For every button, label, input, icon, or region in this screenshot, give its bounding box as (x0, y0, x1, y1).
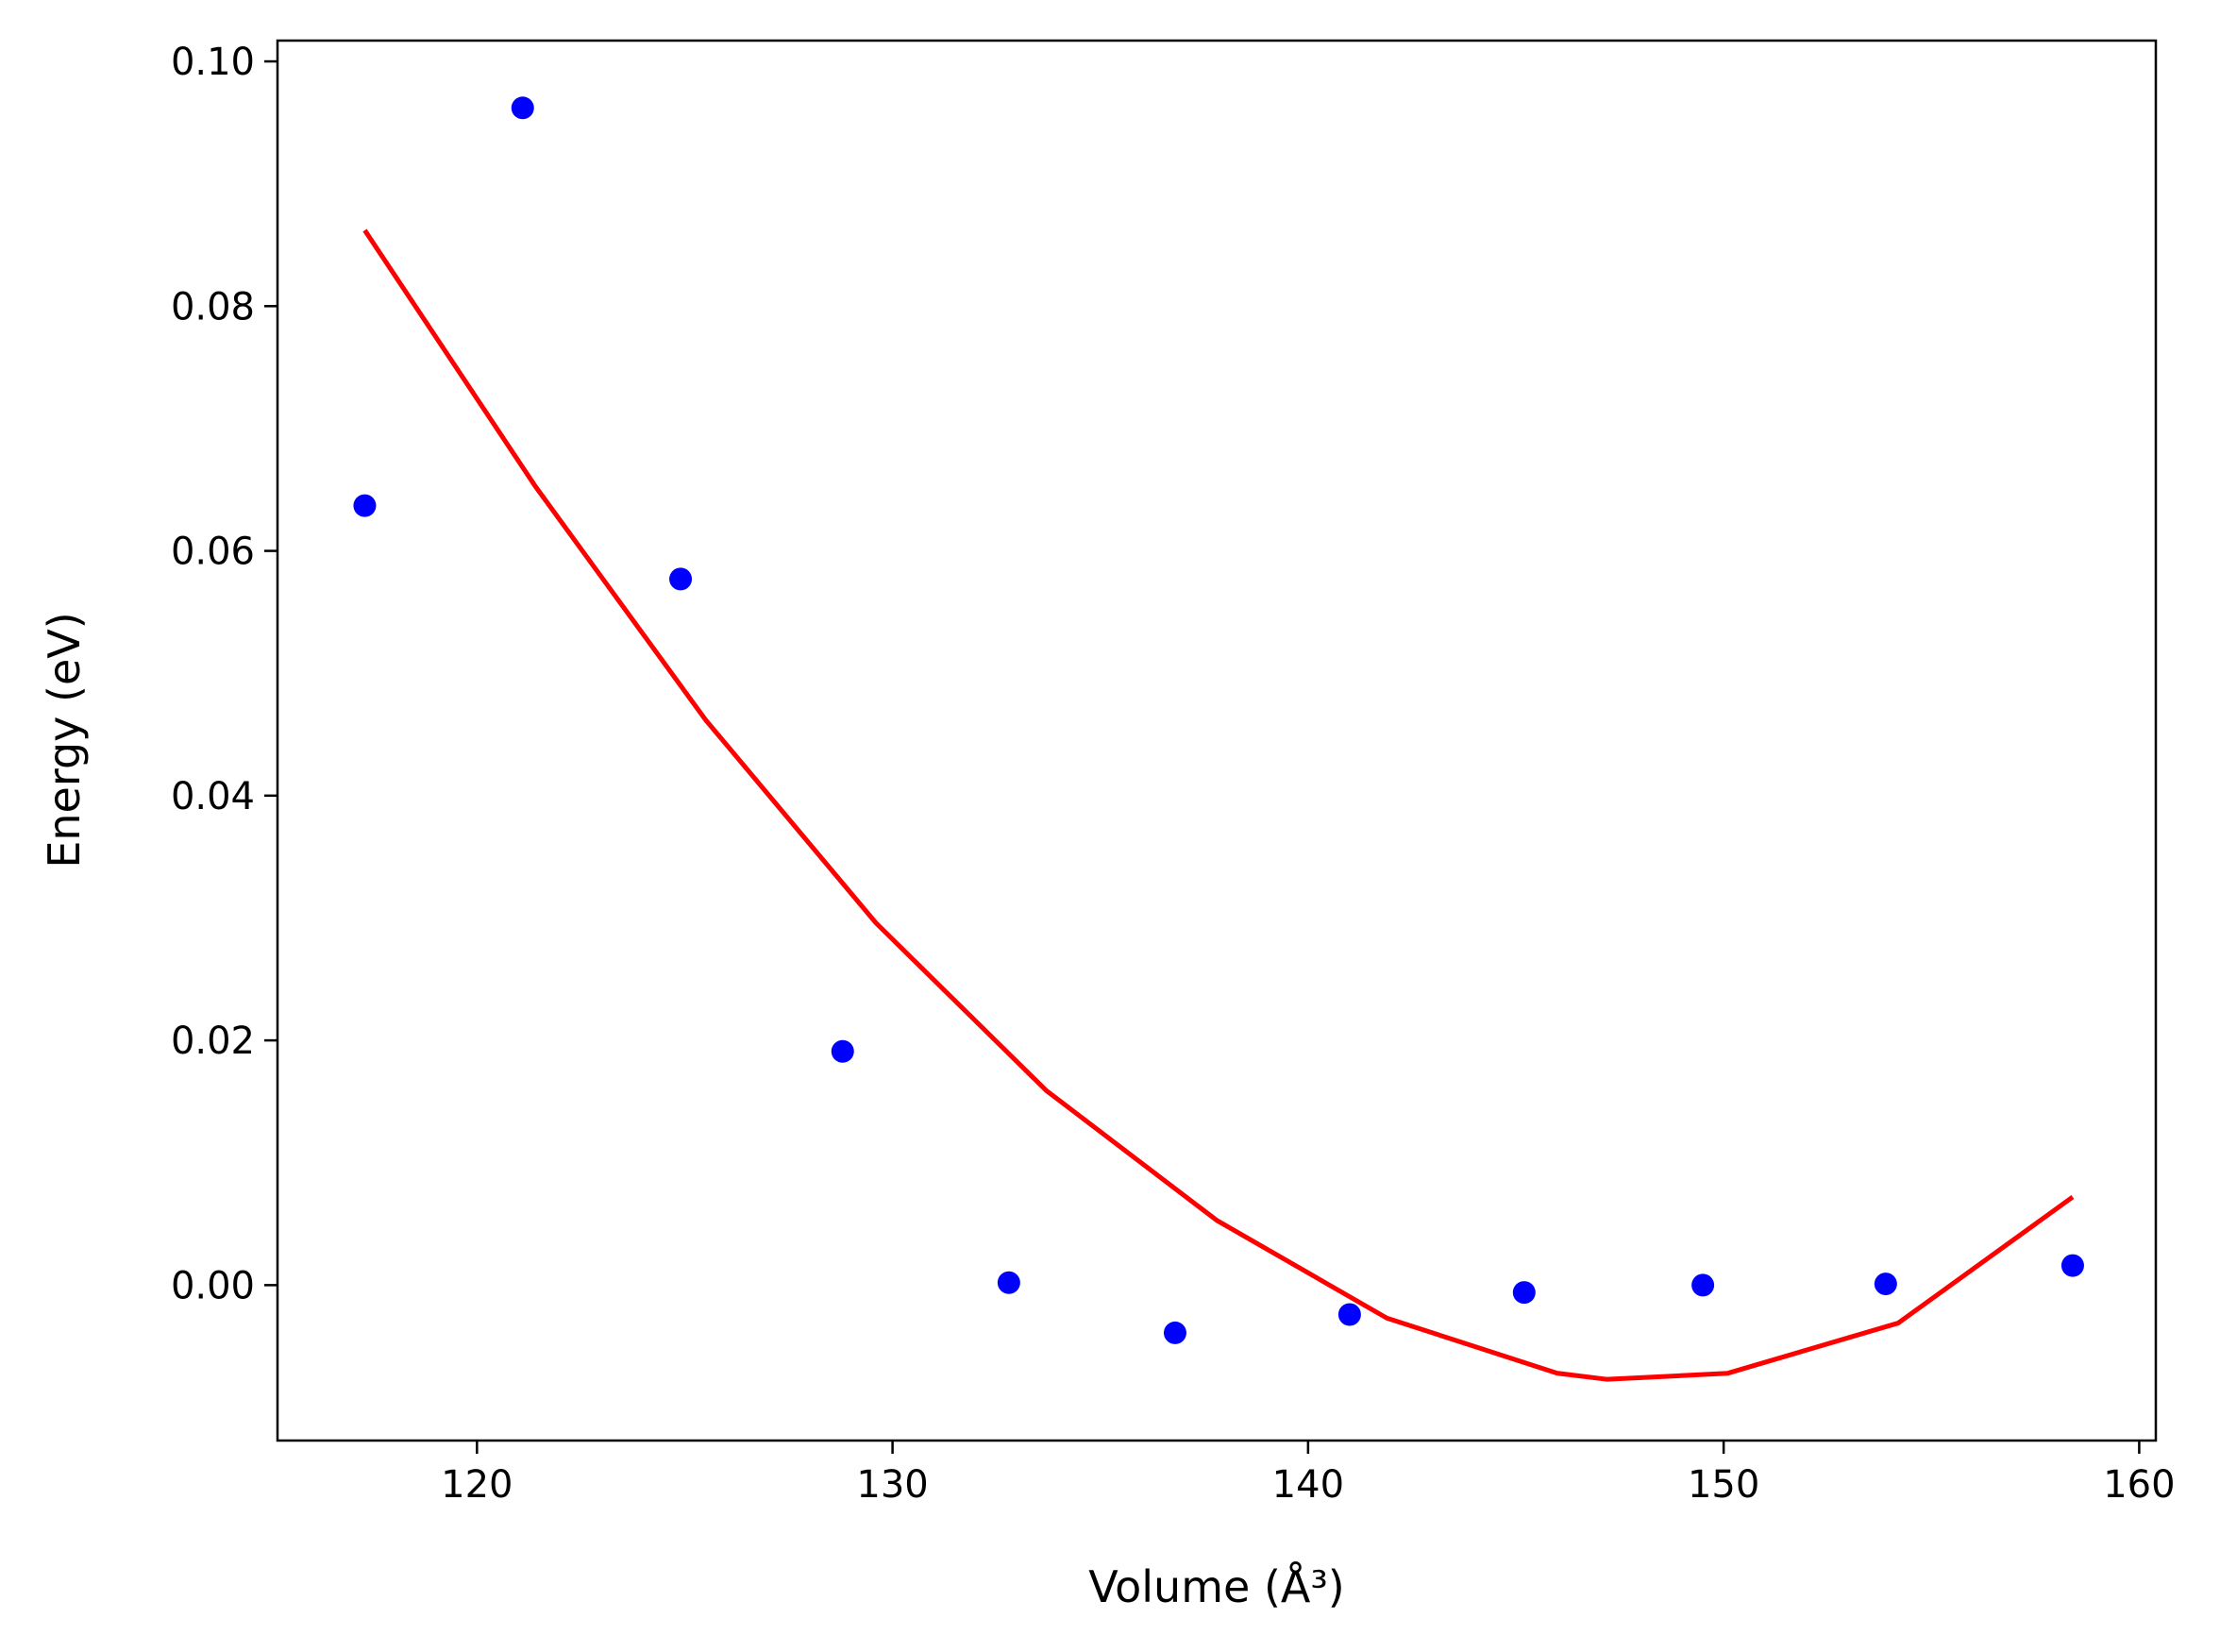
data-point (1512, 1281, 1536, 1305)
x-tick-label: 160 (2103, 1463, 2175, 1507)
y-tick-label: 0.04 (171, 775, 255, 818)
x-tick-label: 140 (1272, 1463, 1344, 1507)
y-tick-label: 0.00 (171, 1264, 255, 1307)
data-point (997, 1271, 1020, 1294)
plot-frame (276, 39, 2158, 1442)
data-point (1163, 1321, 1186, 1344)
x-axis-label: Volume (Å³) (1088, 1561, 1345, 1612)
fit-curve (362, 228, 2075, 1382)
y-axis-label: Energy (eV) (39, 612, 90, 868)
x-tick-label: 120 (441, 1463, 513, 1507)
y-tick-label: 0.10 (171, 41, 255, 84)
y-tick-label: 0.08 (171, 285, 255, 329)
y-axis-ticks: 0.00 0.02 0.04 0.06 0.08 0.10 (171, 41, 278, 1307)
series-layer (353, 96, 2084, 1382)
data-point (1337, 1303, 1361, 1326)
x-tick-label: 150 (1688, 1463, 1759, 1507)
data-point (353, 494, 377, 517)
data-point (1874, 1273, 1897, 1296)
y-tick-label: 0.02 (171, 1020, 255, 1063)
data-point (2060, 1254, 2084, 1277)
x-tick-label: 130 (856, 1463, 928, 1507)
data-point (831, 1039, 854, 1063)
y-tick-label: 0.06 (171, 531, 255, 574)
data-point (511, 96, 534, 120)
x-axis-ticks: 120 130 140 150 160 (441, 1441, 2176, 1507)
data-point (669, 567, 693, 591)
data-point (1691, 1273, 1715, 1297)
